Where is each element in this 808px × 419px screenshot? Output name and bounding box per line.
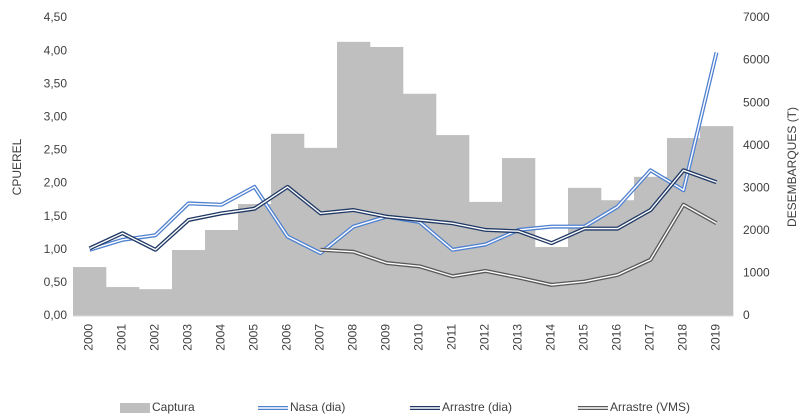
- y2-tick-label: 1000: [743, 266, 770, 280]
- x-tick-label: 2003: [181, 324, 195, 351]
- y2-tick-label: 0: [743, 308, 750, 322]
- legend-label: Arrastre (VMS): [610, 400, 690, 414]
- y-tick-label: 0,00: [44, 308, 68, 322]
- y2-tick-label: 4000: [743, 138, 770, 152]
- x-tick-label: 2011: [445, 324, 459, 350]
- bar: [469, 201, 503, 316]
- bar: [205, 230, 239, 316]
- bar: [106, 287, 140, 316]
- y-tick-label: 1,50: [44, 209, 68, 223]
- x-tick-label: 2010: [412, 324, 426, 351]
- legend-label: Arrastre (dia): [442, 400, 512, 414]
- bar: [337, 41, 371, 317]
- y2-tick-label: 3000: [743, 180, 770, 194]
- bar: [601, 200, 635, 316]
- y2-tick-label: 5000: [743, 95, 770, 109]
- x-tick-label: 2000: [82, 324, 96, 351]
- y2-tick-label: 7000: [743, 10, 770, 24]
- x-tick-label: 2004: [214, 324, 228, 351]
- y2-tick-label: 6000: [743, 53, 770, 67]
- line-highlight: [320, 204, 717, 286]
- bar: [568, 187, 602, 316]
- x-tick-label: 2019: [709, 324, 723, 351]
- y-tick-label: 4,00: [44, 43, 68, 57]
- bar: [667, 138, 701, 316]
- line-highlight: [89, 169, 717, 251]
- x-tick-label: 2006: [280, 324, 294, 351]
- x-tick-label: 2015: [577, 324, 591, 351]
- y-tick-label: 4,50: [44, 10, 68, 24]
- y-tick-label: 0,50: [44, 275, 68, 289]
- y2-axis-label: DESEMBARQUES (T): [785, 107, 799, 227]
- x-tick-label: 2008: [346, 324, 360, 351]
- y-tick-label: 1,00: [44, 242, 68, 256]
- x-tick-label: 2001: [115, 324, 129, 351]
- y-tick-label: 3,00: [44, 110, 68, 124]
- x-tick-label: 2018: [676, 324, 690, 351]
- bar: [370, 46, 404, 316]
- bar: [634, 176, 668, 316]
- x-tick-label: 2002: [148, 324, 162, 351]
- y-axis-label: CPUEREL: [10, 138, 24, 195]
- bar: [73, 267, 107, 316]
- legend-label: Nasa (dia): [290, 400, 345, 414]
- x-tick-label: 2014: [544, 324, 558, 351]
- x-tick-label: 2009: [379, 324, 393, 351]
- y-tick-label: 3,50: [44, 76, 68, 90]
- x-tick-label: 2013: [511, 324, 525, 351]
- bar: [403, 93, 437, 316]
- y-tick-label: 2,00: [44, 176, 68, 190]
- bar: [304, 147, 338, 316]
- x-tick-label: 2016: [610, 324, 624, 351]
- y-tick-label: 2,50: [44, 143, 68, 157]
- bar: [700, 126, 734, 316]
- x-tick-label: 2007: [313, 324, 327, 351]
- bar: [271, 133, 305, 316]
- legend-swatch: [120, 403, 150, 413]
- bar: [238, 204, 272, 316]
- bar: [139, 289, 173, 316]
- bar: [172, 250, 206, 316]
- x-tick-label: 2017: [643, 324, 657, 351]
- legend-label: Captura: [152, 400, 195, 414]
- x-tick-label: 2005: [247, 324, 261, 351]
- y2-tick-label: 2000: [743, 223, 770, 237]
- x-tick-label: 2012: [478, 324, 492, 351]
